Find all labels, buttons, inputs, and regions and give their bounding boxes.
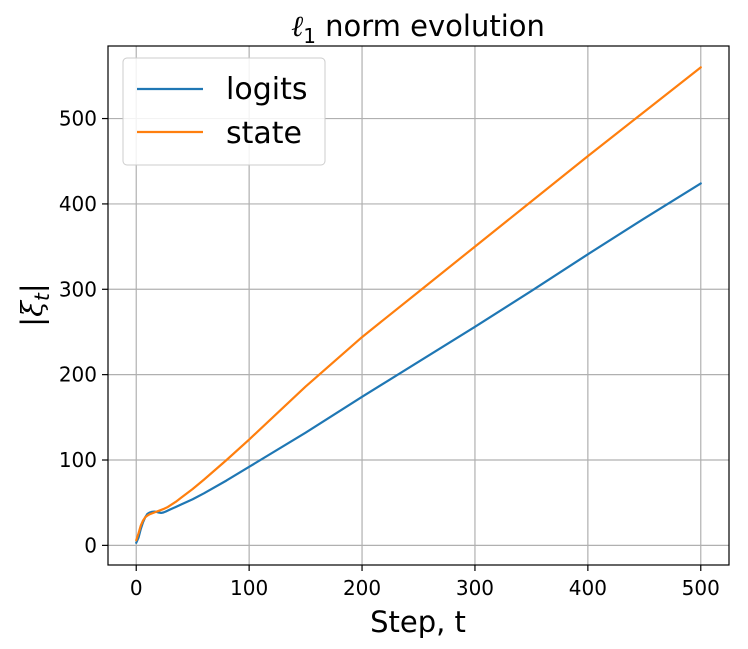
legend: logits state bbox=[122, 57, 326, 166]
legend-label-logits: logits bbox=[226, 72, 307, 107]
series-lines bbox=[135, 66, 702, 544]
y-axis-label-bar-right: | bbox=[15, 283, 49, 293]
y-tick-label-0: 0 bbox=[84, 533, 97, 557]
x-tick-label-100: 100 bbox=[230, 576, 268, 600]
x-tick-label-500: 500 bbox=[682, 576, 720, 600]
legend-box bbox=[122, 57, 326, 166]
x-axis: 0 100 200 300 400 500 bbox=[130, 565, 720, 600]
chart-title-subscript: 1 bbox=[303, 24, 316, 48]
y-tick-label-500: 500 bbox=[59, 107, 97, 131]
y-axis-label-subscript: t bbox=[30, 292, 54, 301]
svg-text:|ξt|: |ξt| bbox=[15, 283, 54, 326]
legend-label-state: state bbox=[226, 116, 302, 151]
y-axis-label-bar-left: | bbox=[15, 317, 49, 327]
chart-title-glyph: ℓ bbox=[291, 9, 303, 43]
x-tick-label-0: 0 bbox=[130, 576, 143, 600]
y-tick-label-200: 200 bbox=[59, 363, 97, 387]
x-tick-label-300: 300 bbox=[456, 576, 494, 600]
y-tick-label-300: 300 bbox=[59, 277, 97, 301]
chart-title-text: norm evolution bbox=[316, 9, 545, 43]
y-tick-label-100: 100 bbox=[59, 448, 97, 472]
y-tick-label-400: 400 bbox=[59, 192, 97, 216]
y-axis-label-glyph: ξ bbox=[15, 299, 49, 317]
x-axis-label: Step, t bbox=[370, 605, 466, 639]
plot-frame bbox=[107, 45, 730, 566]
x-tick-label-200: 200 bbox=[343, 576, 381, 600]
y-axis-label: |ξt| bbox=[15, 283, 54, 326]
series-line-logits bbox=[135, 182, 702, 544]
x-tick-label-400: 400 bbox=[569, 576, 607, 600]
y-axis: 0 100 200 300 400 500 bbox=[59, 107, 108, 557]
series-line-state bbox=[135, 66, 702, 542]
chart-title: ℓ1 norm evolution bbox=[291, 9, 545, 48]
